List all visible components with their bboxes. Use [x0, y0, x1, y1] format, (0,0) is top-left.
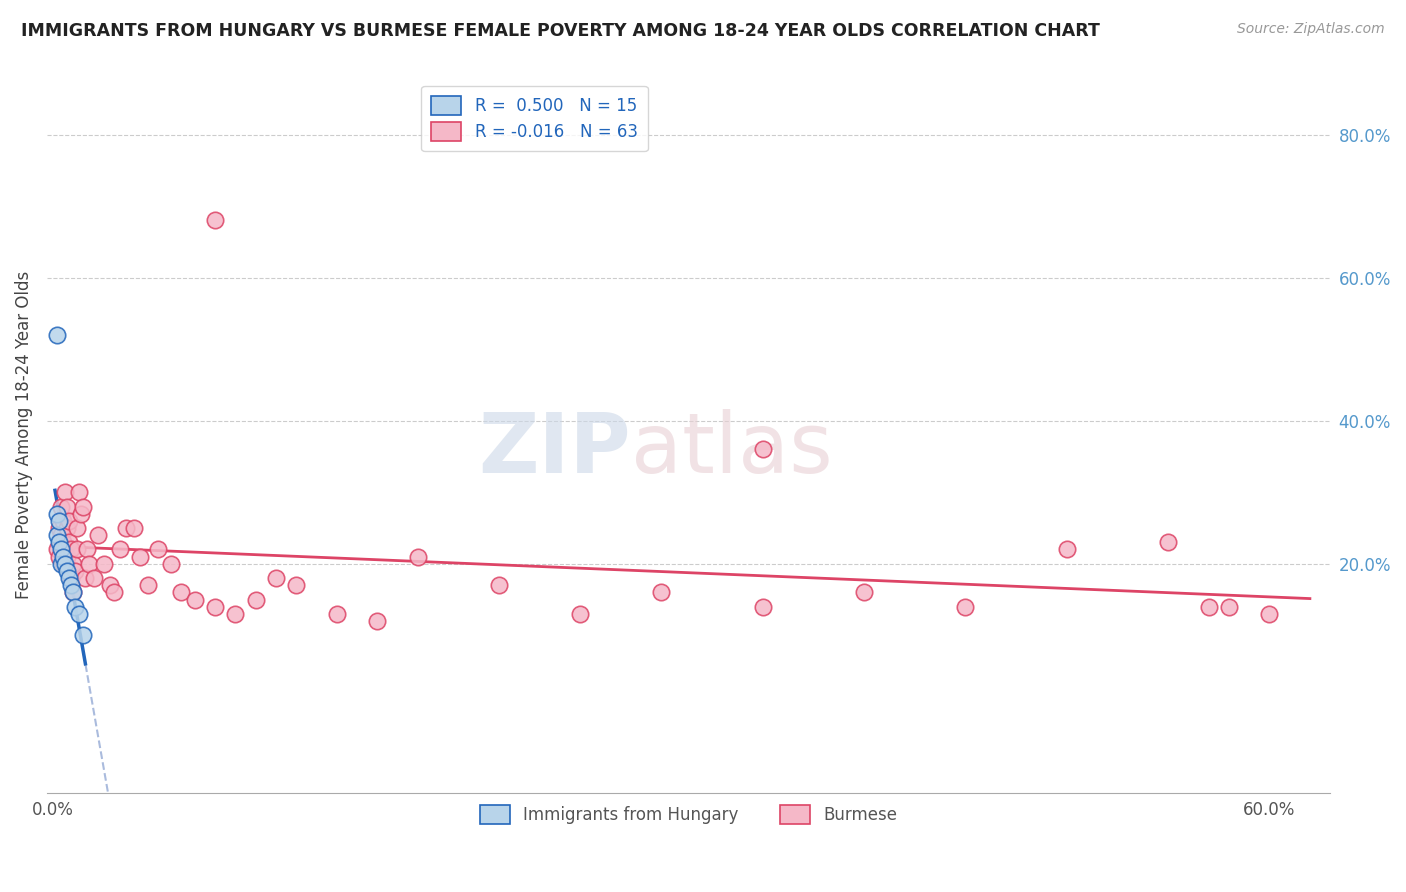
- Point: [70, 507, 93, 521]
- Point: [122, 521, 145, 535]
- Point: [75, 571, 97, 585]
- Point: [366, 614, 388, 628]
- Point: [56, 500, 79, 514]
- Point: [53, 557, 76, 571]
- Point: [852, 585, 875, 599]
- Point: [326, 607, 349, 621]
- Point: [264, 571, 287, 585]
- Point: [60, 542, 83, 557]
- Point: [955, 599, 977, 614]
- Point: [66, 542, 89, 557]
- Point: [48, 521, 70, 535]
- Legend: Immigrants from Hungary, Burmese: Immigrants from Hungary, Burmese: [470, 795, 907, 834]
- Point: [103, 585, 125, 599]
- Point: [58, 571, 80, 585]
- Point: [67, 607, 90, 621]
- Point: [93, 557, 115, 571]
- Point: [49, 542, 72, 557]
- Point: [62, 557, 84, 571]
- Point: [751, 599, 773, 614]
- Point: [488, 578, 510, 592]
- Point: [52, 535, 75, 549]
- Point: [79, 557, 101, 571]
- Point: [72, 500, 94, 514]
- Point: [1157, 535, 1180, 549]
- Point: [136, 578, 159, 592]
- Text: atlas: atlas: [631, 409, 832, 490]
- Point: [224, 607, 246, 621]
- Point: [48, 549, 70, 564]
- Point: [204, 599, 226, 614]
- Point: [98, 578, 121, 592]
- Point: [65, 564, 87, 578]
- Point: [66, 521, 89, 535]
- Point: [76, 542, 98, 557]
- Point: [1258, 607, 1281, 621]
- Point: [53, 542, 76, 557]
- Point: [48, 514, 70, 528]
- Point: [58, 535, 80, 549]
- Point: [170, 585, 193, 599]
- Point: [406, 549, 429, 564]
- Point: [159, 557, 181, 571]
- Point: [46, 528, 69, 542]
- Point: [115, 521, 138, 535]
- Point: [245, 592, 267, 607]
- Point: [129, 549, 152, 564]
- Point: [62, 585, 84, 599]
- Text: Source: ZipAtlas.com: Source: ZipAtlas.com: [1237, 22, 1385, 37]
- Point: [56, 521, 79, 535]
- Point: [53, 485, 76, 500]
- Point: [46, 507, 69, 521]
- Point: [65, 599, 87, 614]
- Point: [56, 564, 79, 578]
- Point: [46, 327, 69, 342]
- Y-axis label: Female Poverty Among 18-24 Year Olds: Female Poverty Among 18-24 Year Olds: [15, 271, 32, 599]
- Point: [86, 528, 108, 542]
- Point: [52, 557, 75, 571]
- Point: [49, 500, 72, 514]
- Point: [1218, 599, 1240, 614]
- Point: [49, 557, 72, 571]
- Point: [108, 542, 131, 557]
- Point: [83, 571, 105, 585]
- Point: [148, 542, 170, 557]
- Text: ZIP: ZIP: [478, 409, 631, 490]
- Point: [184, 592, 207, 607]
- Point: [72, 628, 94, 642]
- Point: [52, 549, 75, 564]
- Point: [1056, 542, 1078, 557]
- Point: [60, 578, 83, 592]
- Point: [285, 578, 308, 592]
- Point: [67, 485, 90, 500]
- Point: [569, 607, 592, 621]
- Point: [46, 542, 69, 557]
- Point: [48, 535, 70, 549]
- Point: [58, 514, 80, 528]
- Point: [52, 514, 75, 528]
- Point: [751, 442, 773, 457]
- Text: IMMIGRANTS FROM HUNGARY VS BURMESE FEMALE POVERTY AMONG 18-24 YEAR OLDS CORRELAT: IMMIGRANTS FROM HUNGARY VS BURMESE FEMAL…: [21, 22, 1099, 40]
- Point: [49, 528, 72, 542]
- Point: [56, 549, 79, 564]
- Point: [1198, 599, 1220, 614]
- Point: [62, 585, 84, 599]
- Point: [650, 585, 672, 599]
- Point: [204, 213, 226, 227]
- Point: [60, 571, 83, 585]
